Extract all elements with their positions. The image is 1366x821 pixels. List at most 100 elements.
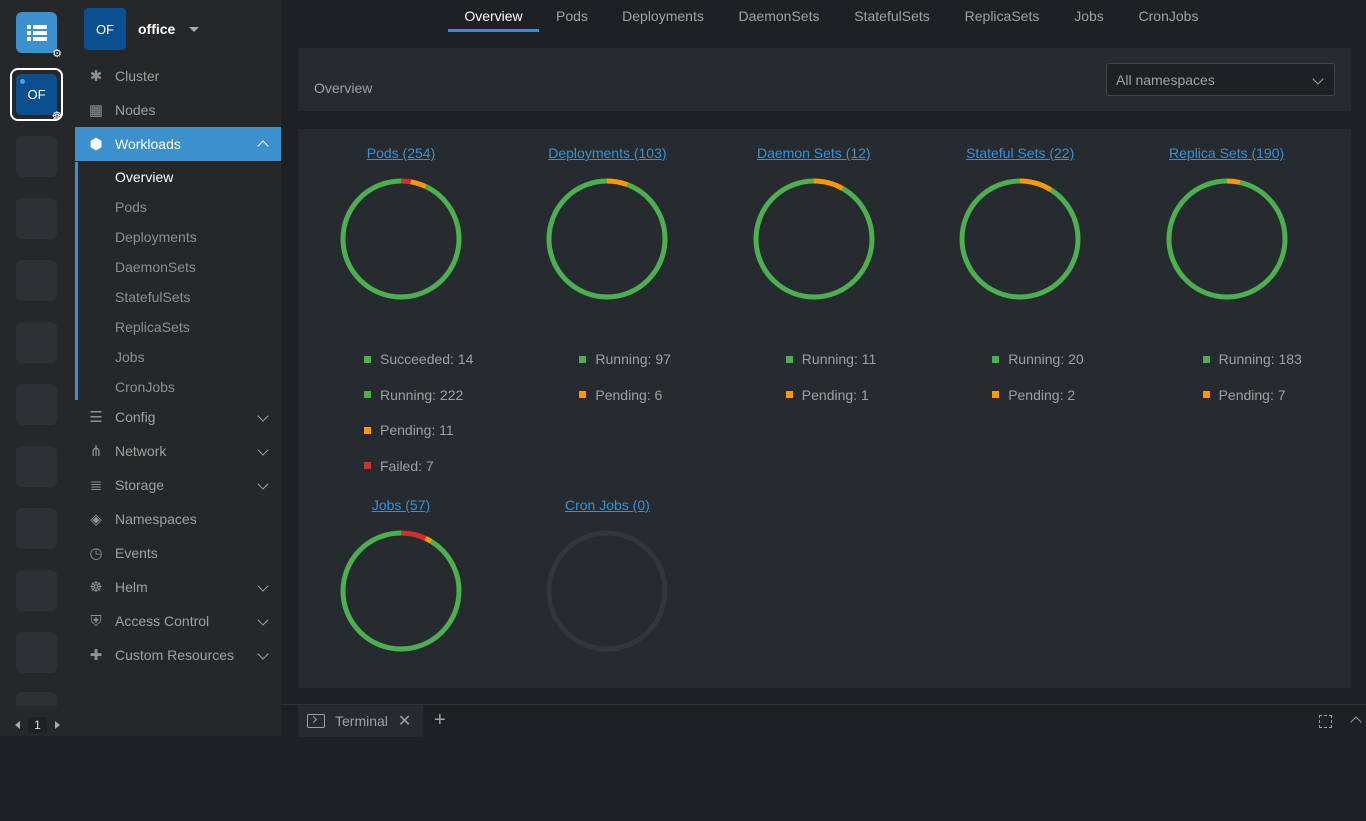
cluster-slot[interactable] (16, 136, 57, 177)
tab-replicasets[interactable]: ReplicaSets (964, 8, 1040, 24)
submenu-item-statefulsets[interactable]: StatefulSets (115, 289, 191, 305)
sidebar-item-custom-resources[interactable]: ✚ Custom Resources (75, 638, 281, 672)
legend-label: Pending: 2 (1008, 386, 1076, 403)
tab-overview[interactable]: Overview (448, 0, 539, 32)
avatar: OF (84, 8, 126, 50)
fullscreen-icon[interactable] (1319, 715, 1332, 728)
workload-card-title[interactable]: Cron Jobs (0) (564, 497, 650, 513)
sidebar-item-label: Nodes (115, 102, 156, 118)
tab-pods[interactable]: Pods (556, 8, 588, 24)
workload-card-title[interactable]: Replica Sets (190) (1169, 145, 1285, 161)
submenu-item-deployments[interactable]: Deployments (115, 229, 197, 245)
sidebar-item-label: Workloads (115, 136, 181, 152)
donut-chart (546, 178, 668, 300)
caret-down-icon[interactable] (189, 26, 200, 32)
sidebar-item-helm[interactable]: ☸ Helm (75, 570, 281, 604)
legend-label: Running: 11 (801, 351, 877, 367)
submenu-item-replicasets[interactable]: ReplicaSets (115, 319, 190, 335)
legend-label: Failed: 7 (380, 457, 434, 474)
chevron-up-icon[interactable] (1350, 716, 1362, 728)
sidebar-item-label: Cluster (115, 68, 160, 84)
terminal-tab[interactable]: Terminal ✕ (298, 705, 423, 737)
events-icon: ◷ (89, 545, 103, 562)
cluster-slot[interactable] (16, 322, 57, 363)
legend-swatch (364, 462, 371, 469)
cluster-slot[interactable] (16, 632, 57, 673)
tab-jobs[interactable]: Jobs (1074, 8, 1104, 24)
tab-deployments[interactable]: Deployments (622, 8, 704, 24)
sidebar-item-namespaces[interactable]: ◈ Namespaces (75, 502, 281, 536)
sidebar-header[interactable]: OF office (75, 0, 281, 58)
sidebar-item-access-control[interactable]: ⛨ Access Control (75, 604, 281, 638)
submenu-item-pods[interactable]: Pods (115, 199, 147, 215)
sidebar-item-label: Events (115, 545, 158, 561)
next-page-icon[interactable] (54, 721, 60, 729)
legend-label: Pending: 11 (380, 422, 454, 438)
helm-wheel-icon: ☸ (51, 109, 63, 123)
legend-item: Running: 20 (992, 351, 1084, 367)
workload-card-title[interactable]: Deployments (103) (548, 145, 667, 161)
workload-card-title[interactable]: Jobs (57) (371, 497, 431, 513)
legend-swatch (579, 391, 587, 398)
sidebar-item-nodes[interactable]: ▦ Nodes (75, 93, 281, 127)
donut-segment-running (753, 178, 875, 300)
cluster-slot[interactable] (16, 570, 57, 611)
legend-label: Running: 20 (1008, 351, 1084, 367)
donut-segment-running (1166, 178, 1288, 300)
prev-page-icon[interactable] (15, 721, 21, 729)
workload-card: Deployments (103) Running: 97 Pending: 6 (504, 129, 710, 469)
legend-swatch (1202, 355, 1210, 363)
donut-chart (753, 178, 875, 300)
storage-icon: ≣ (89, 477, 103, 494)
sidebar-item-config[interactable]: ☰ Config (75, 400, 281, 434)
submenu-item-overview[interactable]: Overview (115, 169, 174, 185)
namespace-select[interactable]: All namespaces (1106, 63, 1335, 96)
sidebar-item-events[interactable]: ◷ Events (75, 536, 281, 570)
cluster-icon-office[interactable]: OF (10, 68, 63, 121)
workload-card-title[interactable]: Daemon Sets (12) (756, 145, 871, 161)
network-icon: ⋔ (89, 443, 103, 460)
sidebar-item-label: Namespaces (115, 511, 197, 527)
cluster-label: OF (27, 87, 46, 102)
workload-card: Daemon Sets (12) Running: 11 Pending: 1 (711, 129, 917, 469)
tab-cronjobs[interactable]: CronJobs (1138, 8, 1199, 24)
close-icon[interactable]: ✕ (397, 713, 412, 730)
workload-card-title[interactable]: Pods (254) (366, 145, 436, 161)
workload-card-title[interactable]: Stateful Sets (22) (966, 145, 1075, 161)
cluster-slot[interactable] (16, 260, 57, 301)
sidebar-item-network[interactable]: ⋔ Network (75, 434, 281, 468)
sidebar-item-cluster[interactable]: ✱ Cluster (75, 59, 281, 93)
sidebar-item-workloads[interactable]: ⬢ Workloads (75, 127, 281, 161)
submenu-item-jobs[interactable]: Jobs (115, 349, 145, 365)
sidebar-item-storage[interactable]: ≣ Storage (75, 468, 281, 502)
legend-label: Pending: 1 (801, 386, 869, 403)
submenu-item-cronjobs[interactable]: CronJobs (115, 379, 175, 395)
cluster-slot[interactable] (16, 384, 57, 425)
sidebar-item-label: Storage (115, 477, 165, 493)
main-content: Overview All namespaces Pods (254) Succee… (281, 32, 1366, 704)
sidebar-item-label: Custom Resources (115, 647, 235, 663)
chevron-down-icon (257, 444, 269, 456)
gear-icon[interactable]: ⚙ (52, 48, 62, 60)
tab-statefulsets[interactable]: StatefulSets (854, 8, 930, 24)
cluster-rail: ⚙ OF ☸ 1 (0, 0, 75, 736)
cluster-slot[interactable] (16, 446, 57, 487)
donut-segment-pending (959, 178, 1081, 300)
submenu-item-daemonsets[interactable]: DaemonSets (115, 259, 196, 275)
legend-swatch (785, 355, 793, 363)
cluster-slot[interactable] (16, 508, 57, 549)
legend-label: Running: 222 (380, 386, 464, 403)
donut-segment-pending (1166, 178, 1288, 300)
legend-swatch (992, 391, 1000, 398)
legend-swatch (364, 391, 371, 398)
legend-item: Pending: 7 (1202, 386, 1286, 403)
add-tab-icon[interactable]: + (434, 709, 446, 731)
donut-segment-succeeded (340, 530, 462, 652)
tab-daemonsets[interactable]: DaemonSets (738, 8, 820, 24)
cluster-slot[interactable] (16, 692, 57, 706)
cluster-slot[interactable] (16, 198, 57, 239)
legend-label: Pending: 6 (595, 386, 663, 403)
sidebar-item-label: Config (115, 409, 156, 425)
legend-label: Pending: 7 (1218, 386, 1286, 403)
catalog-button[interactable] (16, 12, 57, 53)
